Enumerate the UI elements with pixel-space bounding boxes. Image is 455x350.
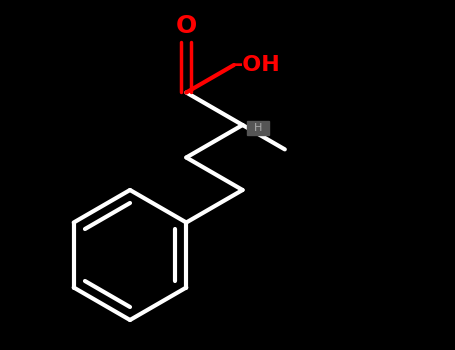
Text: O: O	[176, 14, 197, 38]
Text: –OH: –OH	[232, 55, 281, 75]
Bar	[247, 121, 268, 135]
Text: H: H	[253, 123, 262, 133]
